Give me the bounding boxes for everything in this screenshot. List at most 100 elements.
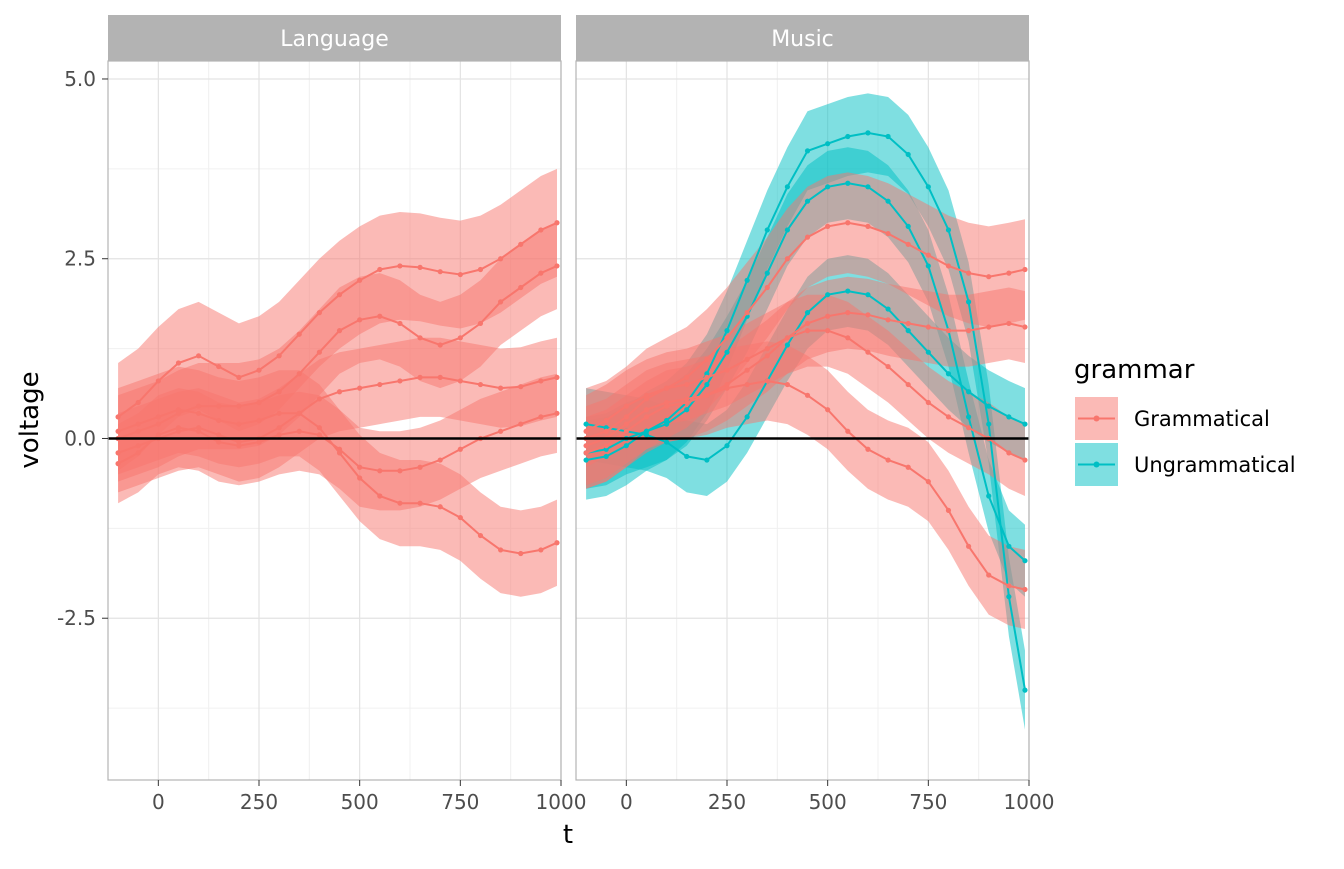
data-point	[1006, 270, 1012, 276]
x-tick-label: 500	[809, 790, 847, 814]
data-point	[966, 299, 972, 305]
data-point	[583, 450, 589, 456]
data-point	[397, 468, 403, 474]
data-point	[825, 223, 831, 229]
data-point	[623, 443, 629, 449]
data-point	[417, 264, 423, 270]
data-point	[437, 374, 443, 380]
data-point	[865, 292, 871, 298]
data-point	[115, 450, 121, 456]
data-point	[498, 256, 504, 262]
data-point	[804, 328, 811, 334]
x-tick-label: 750	[909, 790, 947, 814]
data-point	[216, 432, 222, 438]
data-point	[336, 450, 343, 456]
data-point	[196, 403, 202, 409]
data-point	[236, 443, 242, 449]
data-point	[115, 428, 121, 434]
x-tick-label: 250	[240, 790, 278, 814]
data-point	[236, 421, 242, 427]
data-point	[945, 371, 952, 377]
data-point	[986, 274, 992, 280]
data-point	[316, 432, 322, 438]
data-point	[216, 403, 222, 409]
data-point	[457, 514, 463, 521]
data-point	[457, 271, 463, 278]
data-point	[684, 374, 690, 380]
data-point	[518, 384, 524, 390]
data-point	[643, 392, 650, 398]
data-point	[865, 184, 871, 190]
data-point	[925, 399, 931, 406]
data-point	[603, 425, 609, 431]
data-point	[744, 414, 750, 420]
data-point	[316, 396, 322, 402]
data-point	[865, 312, 871, 318]
data-point	[664, 399, 670, 406]
data-point	[825, 313, 831, 319]
data-point	[196, 353, 202, 359]
data-point	[518, 421, 524, 427]
data-point	[1022, 586, 1028, 593]
data-point	[865, 349, 871, 355]
data-point	[905, 151, 911, 158]
data-point	[276, 410, 282, 416]
data-point	[684, 399, 690, 406]
data-point	[603, 443, 609, 449]
data-point	[498, 299, 504, 305]
data-point	[724, 385, 730, 391]
panel-border	[575, 60, 1030, 781]
data-point	[704, 371, 710, 377]
data-point	[885, 198, 891, 204]
data-point	[175, 360, 182, 366]
data-point	[498, 428, 504, 434]
data-point	[437, 457, 443, 463]
data-point	[276, 432, 282, 438]
data-point	[155, 378, 161, 384]
data-point	[643, 414, 650, 420]
data-point	[554, 410, 560, 416]
data-point	[296, 331, 302, 337]
data-point	[276, 389, 282, 395]
data-point	[417, 500, 423, 506]
legend-entry-ungrammatical: Ungrammatical	[1075, 443, 1296, 486]
data-point	[925, 184, 931, 190]
data-point	[316, 349, 322, 355]
data-point	[276, 353, 282, 359]
data-point	[905, 464, 911, 470]
data-point	[538, 227, 544, 233]
data-point	[538, 378, 544, 384]
x-tick-label: 750	[441, 790, 479, 814]
data-point	[664, 421, 670, 427]
data-point	[583, 421, 589, 427]
data-point	[704, 457, 710, 463]
data-point	[804, 392, 811, 398]
data-point	[724, 328, 730, 334]
data-point	[377, 266, 383, 273]
x-tick-label: 1000	[1004, 790, 1055, 814]
data-point	[296, 410, 302, 416]
data-point	[518, 284, 524, 291]
data-point	[603, 446, 609, 452]
data-point	[724, 349, 730, 355]
data-point	[397, 378, 403, 384]
x-tick-label: 0	[152, 790, 165, 814]
data-point	[845, 428, 851, 434]
data-point	[196, 425, 202, 431]
data-point	[1022, 421, 1028, 427]
data-point	[804, 320, 811, 327]
data-point	[336, 389, 343, 395]
data-point	[175, 425, 182, 431]
data-point	[885, 317, 891, 323]
data-point	[986, 572, 992, 578]
data-point	[784, 227, 791, 233]
data-point	[724, 381, 730, 388]
data-point	[256, 439, 262, 445]
data-point	[986, 403, 992, 409]
data-point	[804, 148, 811, 154]
data-point	[784, 342, 791, 348]
data-point	[417, 335, 423, 341]
data-point	[845, 133, 851, 140]
data-point	[865, 130, 871, 136]
